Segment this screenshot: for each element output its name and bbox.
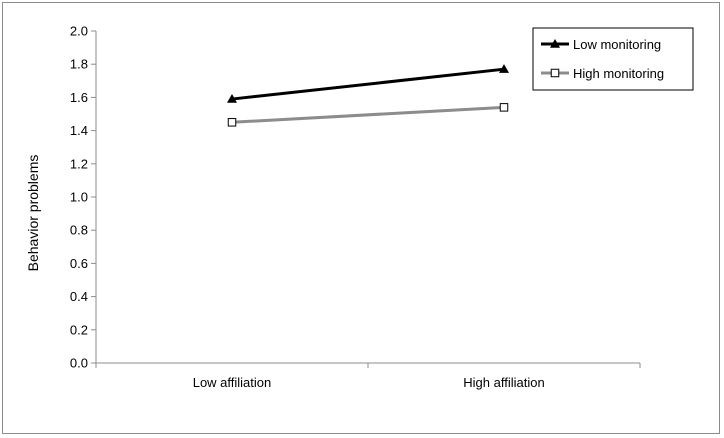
legend-label: Low monitoring xyxy=(573,37,661,52)
x-tick-label: High affiliation xyxy=(463,375,544,390)
y-tick-label: 1.4 xyxy=(70,123,88,138)
y-tick-label: 1.6 xyxy=(70,90,88,105)
axes xyxy=(91,30,641,368)
series-marker xyxy=(550,68,560,78)
y-tick-label: 0.4 xyxy=(70,289,88,304)
y-axis-title: Behavior problems xyxy=(25,155,41,272)
series-group xyxy=(227,64,509,127)
series xyxy=(227,103,509,127)
y-tick-label: 1.2 xyxy=(70,156,88,171)
legend-label: High monitoring xyxy=(573,66,664,81)
y-tick-label: 0.2 xyxy=(70,322,88,337)
legend-item: High monitoring xyxy=(541,66,664,81)
series-marker xyxy=(227,118,237,127)
y-tick-label: 0.6 xyxy=(70,256,88,271)
y-tick-label: 1.0 xyxy=(70,190,88,205)
series-line xyxy=(231,105,505,124)
y-tick-label: 2.0 xyxy=(70,24,88,39)
y-tick-label: 0.8 xyxy=(70,223,88,238)
legend: Low monitoring High monitoring xyxy=(532,27,694,91)
x-tick-labels: Low affiliation High affiliation xyxy=(193,375,545,390)
series-marker xyxy=(499,64,509,73)
legend-box xyxy=(532,27,694,91)
series-line xyxy=(231,67,505,101)
series-marker xyxy=(550,39,560,48)
series xyxy=(227,64,509,103)
series-marker xyxy=(227,94,237,103)
legend-item: Low monitoring xyxy=(541,37,661,52)
x-tick-label: Low affiliation xyxy=(193,375,272,390)
y-tick-labels: 0.0 0.2 0.4 0.6 0.8 1.0 1.2 1.4 1.6 1.8 2.0 xyxy=(70,24,88,371)
series-marker xyxy=(499,103,509,112)
y-tick-label: 1.8 xyxy=(70,57,88,72)
y-tick-label: 0.0 xyxy=(70,356,88,371)
